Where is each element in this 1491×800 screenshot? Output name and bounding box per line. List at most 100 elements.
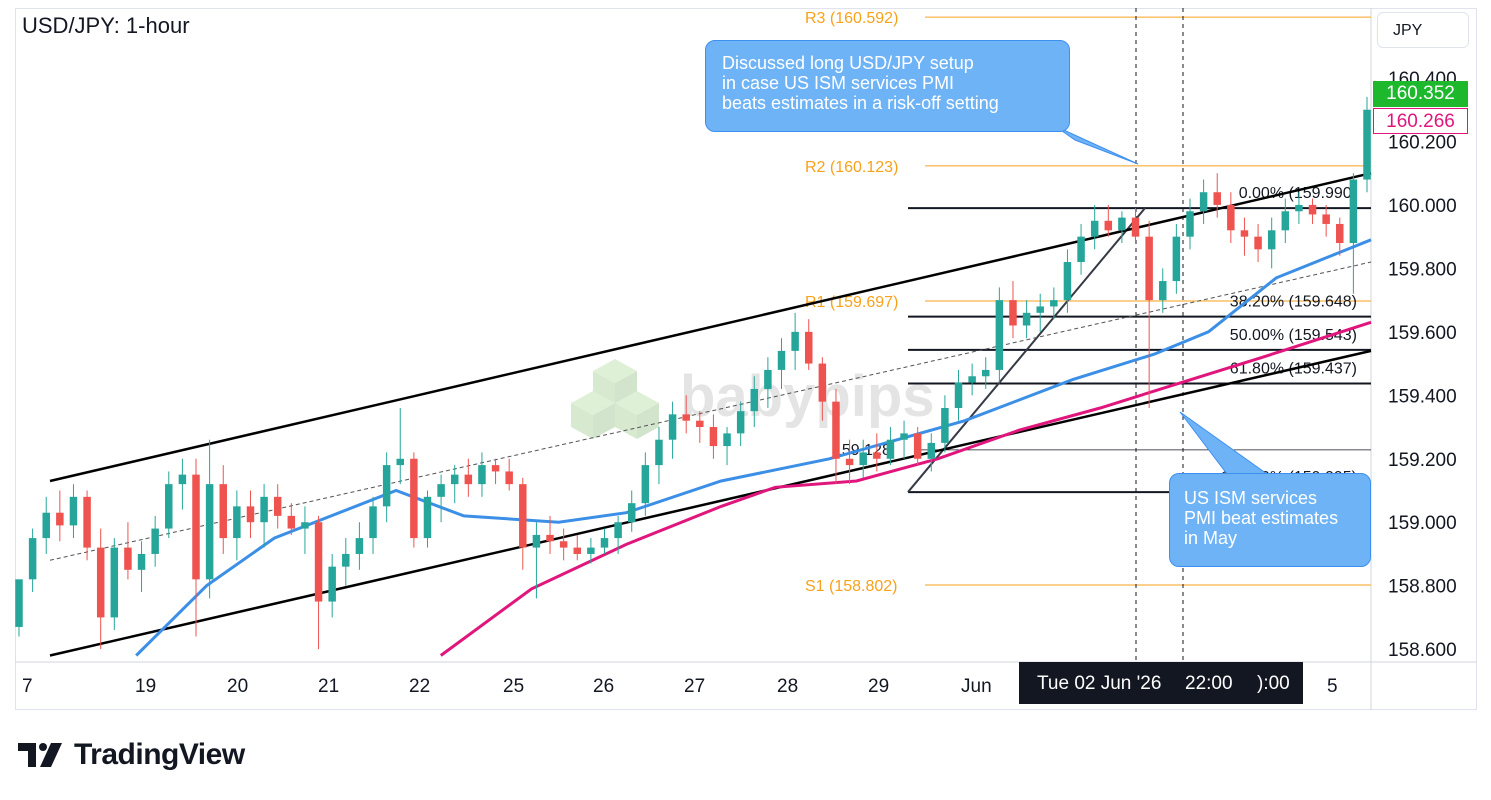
candle: [205, 439, 214, 599]
watermark-cube-face: [615, 371, 637, 407]
candle: [1213, 173, 1221, 218]
candle-body: [559, 541, 568, 548]
candle-body: [464, 474, 473, 485]
candle: [804, 319, 813, 370]
candle: [845, 439, 854, 485]
candle: [886, 427, 895, 466]
candle-body: [1159, 281, 1167, 301]
candle: [1063, 249, 1072, 313]
callout-setup[interactable]: Discussed long USD/JPY setup in case US …: [705, 40, 1070, 132]
candle: [750, 376, 759, 428]
watermark-cube-face: [615, 403, 637, 439]
candle: [1199, 179, 1208, 224]
candle: [764, 357, 772, 408]
watermark-text: babypips: [680, 364, 935, 429]
x-tick-label: 26: [593, 676, 614, 697]
candle: [1349, 173, 1358, 294]
candle: [314, 515, 323, 650]
candle: [233, 490, 241, 561]
candle-body: [165, 484, 173, 529]
x-tick-label: 5: [1327, 676, 1338, 697]
callout-pointer: [1179, 411, 1269, 475]
candle-body: [1104, 220, 1113, 231]
ma-slow-line: [439, 320, 1372, 657]
candle-body: [1295, 204, 1303, 212]
candle-body: [791, 331, 799, 351]
candle-body: [1254, 236, 1262, 250]
candle: [573, 534, 582, 561]
candle: [301, 506, 309, 554]
candle-body: [954, 382, 963, 408]
tradingview-brand[interactable]: TradingView: [18, 737, 245, 773]
candle-body: [804, 331, 813, 364]
candle-body: [1145, 236, 1153, 301]
candle: [260, 484, 268, 548]
y-tick-label: 159.400: [1388, 386, 1457, 407]
candle-body: [219, 484, 227, 539]
candle: [900, 420, 908, 459]
candle: [1022, 300, 1031, 339]
candle: [15, 579, 23, 637]
x-tick-label: 19: [135, 676, 156, 697]
candle: [696, 411, 704, 443]
y-tick-label: 159.600: [1388, 323, 1457, 344]
candle: [287, 503, 296, 535]
ma-price-tag: 160.266: [1373, 108, 1468, 134]
candle-body: [655, 439, 663, 466]
last-price-tag: 160.352: [1373, 81, 1468, 107]
candle: [69, 484, 78, 539]
candle-body: [1227, 204, 1235, 231]
candle: [1186, 198, 1194, 250]
candle: [1227, 192, 1235, 243]
y-tick-label: 160.000: [1388, 196, 1457, 217]
candle-body: [28, 538, 37, 580]
candle: [464, 458, 473, 497]
candle: [968, 363, 976, 396]
pivot-label: R1 (159.697): [805, 294, 898, 311]
candle: [110, 538, 119, 631]
candle: [954, 369, 963, 421]
callout-line: US ISM services: [1184, 488, 1318, 508]
candle-body: [723, 433, 731, 447]
candle: [83, 490, 91, 561]
crosshair-time-label: Tue 02 Jun '26 22:00 ):00: [1019, 662, 1303, 704]
candle-body: [1077, 236, 1085, 263]
candle-body: [1199, 192, 1208, 212]
candle: [641, 452, 650, 516]
candle: [1281, 198, 1290, 243]
candle-body: [273, 496, 282, 516]
candle-body: [437, 484, 445, 497]
candle: [56, 490, 64, 542]
y-tick-label: 159.200: [1388, 450, 1457, 471]
candle-body: [287, 515, 296, 529]
babypips-watermark: babypips: [571, 359, 935, 439]
candle: [165, 471, 173, 539]
candle-body: [1022, 312, 1031, 326]
x-tick-label: 7: [22, 676, 33, 697]
candle-body: [668, 414, 677, 440]
candle-body: [641, 465, 650, 504]
x-tick-label: 21: [318, 676, 339, 697]
candle: [1009, 281, 1017, 339]
candle-body: [968, 376, 976, 383]
callout-line: Discussed long USD/JPY setup: [722, 53, 974, 73]
candle-body: [505, 471, 513, 485]
candle: [1363, 97, 1371, 193]
candle: [369, 496, 377, 554]
candle-body: [532, 534, 541, 548]
candle: [1131, 208, 1140, 243]
pivot-label: R3 (160.592): [805, 10, 898, 27]
candle: [478, 452, 486, 497]
candle-body: [519, 484, 527, 548]
candle: [1172, 223, 1181, 294]
currency-button[interactable]: JPY: [1377, 12, 1469, 48]
candle-body: [1240, 230, 1249, 237]
candle: [818, 357, 827, 421]
crosshair-date: Tue 02 Jun '26: [1037, 673, 1162, 694]
candle-body: [886, 439, 895, 459]
callout-ism[interactable]: US ISM services PMI beat estimates in Ma…: [1169, 473, 1371, 567]
candle: [192, 458, 200, 637]
candle-body: [1118, 217, 1126, 231]
candle: [1159, 268, 1167, 313]
candle-body: [246, 506, 255, 523]
